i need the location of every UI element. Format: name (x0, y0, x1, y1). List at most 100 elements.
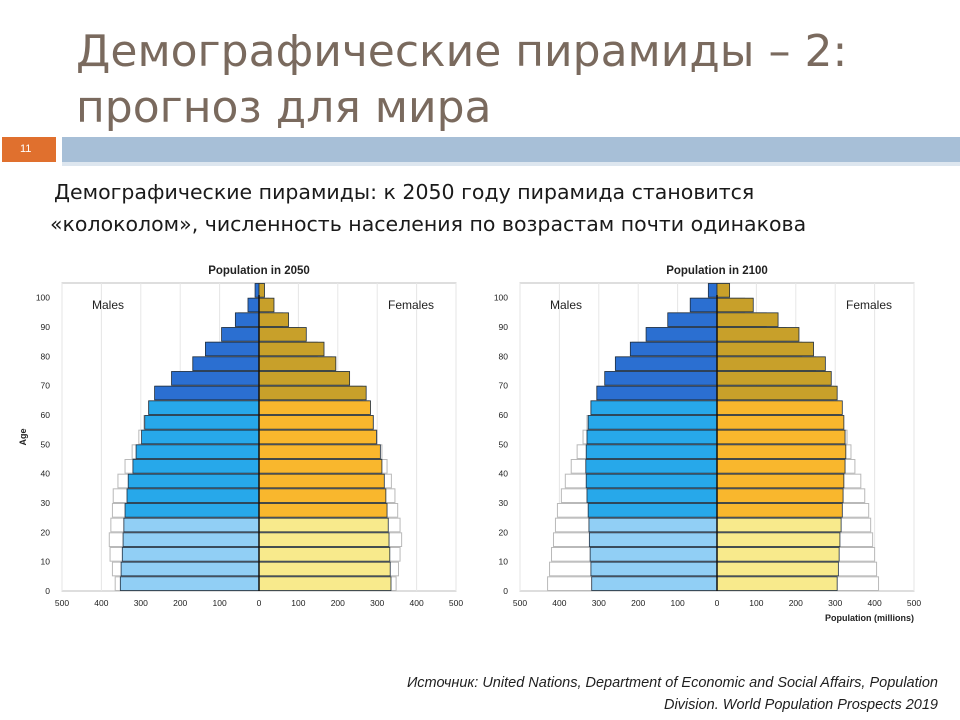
bar-female-80-84 (716, 341, 814, 357)
bar-male-95-99 (247, 297, 260, 313)
bar-male-30-34 (126, 488, 260, 503)
x-tick-label: 300 (828, 598, 842, 608)
y-tick-label: 100 (36, 293, 50, 303)
y-tick-label: 0 (45, 586, 50, 596)
bar-female-30-34 (716, 488, 844, 503)
y-tick-label: 60 (499, 410, 509, 420)
bar-female-75-79 (716, 356, 826, 371)
males-label: Males (550, 298, 582, 312)
bar-female-20-24 (716, 517, 842, 533)
y-tick-label: 30 (499, 498, 509, 508)
bar-male-35-39 (585, 473, 718, 489)
title-rule (62, 137, 960, 162)
bar-female-0-4 (258, 576, 392, 591)
bar-female-70-74 (716, 371, 832, 386)
x-tick-label: 200 (331, 598, 345, 608)
females-label: Females (846, 298, 892, 312)
bar-female-0-4 (716, 576, 838, 591)
x-tick-label: 400 (410, 598, 424, 608)
y-tick-label: 80 (41, 351, 51, 361)
bar-male-55-59 (587, 415, 718, 430)
x-tick-label: 200 (173, 598, 187, 608)
lead-text: Демографические пирамиды: к 2050 году пи… (50, 176, 950, 240)
bar-female-95-99 (716, 297, 754, 313)
bar-female-40-44 (258, 459, 383, 474)
bar-female-50-54 (716, 429, 846, 445)
x-tick-label: 100 (213, 598, 227, 608)
bar-male-35-39 (127, 473, 260, 489)
slide-title-line1: Демографические пирамиды – 2: (76, 26, 848, 77)
y-tick-label: 30 (41, 498, 51, 508)
bar-male-55-59 (144, 415, 260, 430)
y-tick-label: 20 (41, 527, 51, 537)
y-tick-label: 50 (41, 439, 51, 449)
bar-female-15-19 (716, 532, 841, 547)
bar-female-90-94 (258, 312, 289, 327)
slide-title: Демографические пирамиды – 2: прогноз дл… (76, 24, 936, 136)
bar-female-35-39 (258, 473, 385, 489)
males-label: Males (92, 298, 124, 312)
bar-female-5-9 (258, 561, 391, 577)
bar-female-60-64 (716, 400, 843, 415)
bar-male-40-44 (132, 459, 260, 474)
bar-male-10-14 (589, 547, 718, 562)
bar-female-45-49 (258, 444, 381, 459)
bar-male-60-64 (148, 400, 260, 415)
x-tick-label: 100 (671, 598, 685, 608)
bar-female-25-29 (258, 503, 388, 518)
bar-male-40-44 (585, 459, 718, 474)
bar-male-65-69 (154, 385, 260, 401)
bar-female-65-69 (716, 385, 838, 401)
lead-line1: Демографические пирамиды: к 2050 году пи… (54, 180, 755, 204)
bar-male-80-84 (205, 341, 260, 357)
x-tick-label: 500 (449, 598, 463, 608)
bar-male-70-74 (171, 371, 260, 386)
bar-female-40-44 (716, 459, 846, 474)
x-tick-label: 100 (749, 598, 763, 608)
y-tick-label: 10 (41, 557, 51, 567)
bar-female-15-19 (258, 532, 390, 547)
slide-title-line2: прогноз для мира (76, 82, 492, 133)
bar-male-50-54 (586, 429, 718, 445)
y-tick-label: 40 (499, 469, 509, 479)
x-axis-label: Population (millions) (825, 613, 914, 623)
y-tick-label: 50 (499, 439, 509, 449)
bar-male-45-49 (135, 444, 260, 459)
bar-female-90-94 (716, 312, 779, 327)
bar-male-15-19 (588, 532, 718, 547)
bar-female-95-99 (258, 297, 275, 313)
y-tick-label: 100 (494, 293, 508, 303)
x-tick-label: 300 (370, 598, 384, 608)
bar-male-5-9 (590, 561, 718, 577)
y-tick-label: 80 (499, 351, 509, 361)
bar-female-75-79 (258, 356, 337, 371)
x-tick-label: 200 (631, 598, 645, 608)
bar-male-10-14 (121, 547, 260, 562)
bar-male-30-34 (586, 488, 718, 503)
bar-female-85-89 (258, 327, 307, 342)
title-rule-shadow (62, 162, 960, 166)
bar-female-100+ (258, 283, 265, 298)
x-tick-label: 0 (715, 598, 720, 608)
chart-title: Population in 2100 (666, 265, 768, 277)
x-tick-label: 500 (55, 598, 69, 608)
bar-male-70-74 (604, 371, 718, 386)
bar-male-15-19 (122, 532, 260, 547)
x-tick-label: 400 (868, 598, 882, 608)
bar-male-100+ (707, 283, 718, 298)
bar-male-80-84 (629, 341, 718, 357)
bar-female-20-24 (258, 517, 389, 533)
bar-female-60-64 (258, 400, 371, 415)
bar-female-30-34 (258, 488, 387, 503)
bar-female-85-89 (716, 327, 800, 342)
source-citation: Источник: United Nations, Department of … (238, 672, 938, 716)
bar-female-35-39 (716, 473, 845, 489)
bar-female-55-59 (258, 415, 374, 430)
chart-title: Population in 2050 (208, 265, 310, 277)
bar-male-65-69 (596, 385, 718, 401)
x-tick-label: 500 (513, 598, 527, 608)
bar-male-25-29 (587, 503, 718, 518)
bar-female-10-14 (716, 547, 840, 562)
bar-female-45-49 (716, 444, 847, 459)
